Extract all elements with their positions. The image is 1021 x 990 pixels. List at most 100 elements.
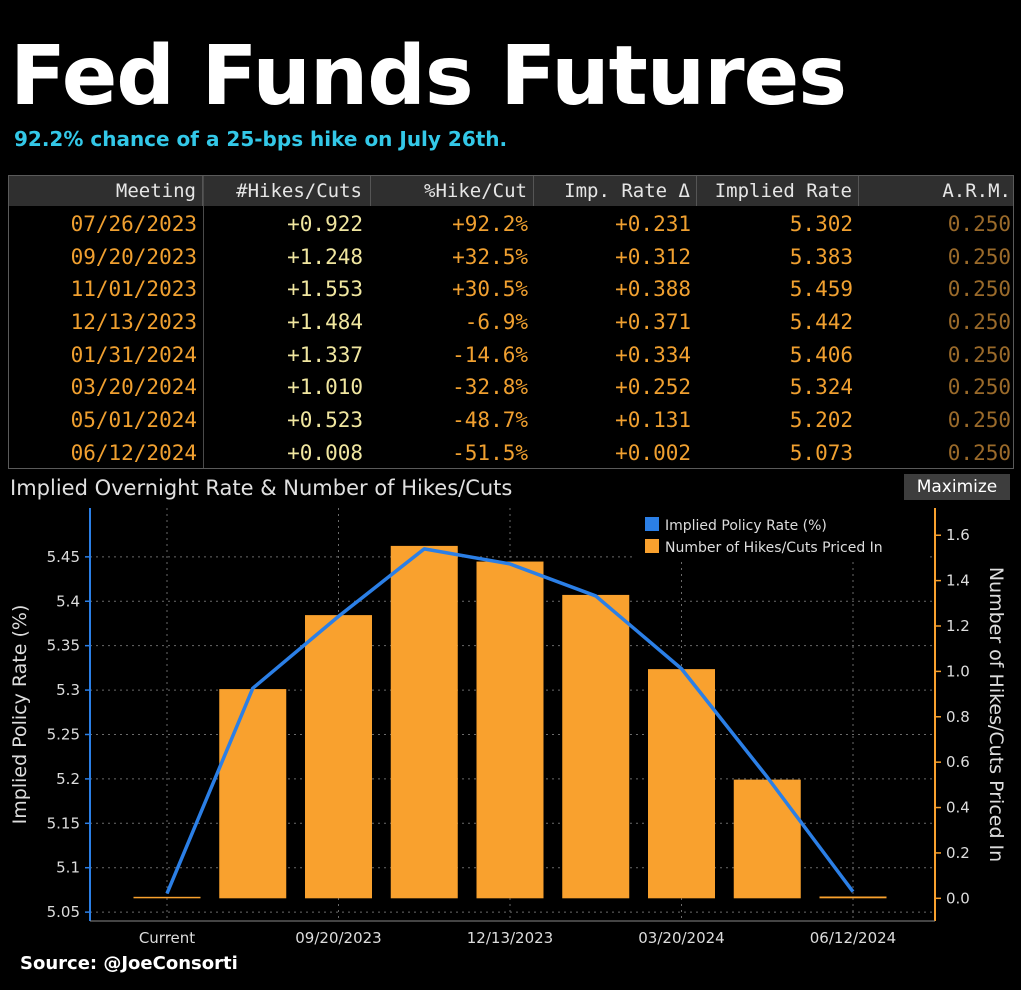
bar: [562, 594, 630, 899]
table-row[interactable]: 07/26/2023 +0.922 +92.2% +0.231 5.302 0.250: [9, 208, 1013, 241]
y-tick-label: 5.15: [47, 814, 80, 832]
chart-title: Implied Overnight Rate & Number of Hikes…: [10, 476, 513, 500]
table-row[interactable]: 06/12/2024 +0.008 -51.5% +0.002 5.073 0.250: [9, 437, 1013, 470]
cell-implied-rate: 5.324: [789, 375, 853, 400]
y-tick-label: 5.45: [47, 548, 80, 566]
cell-hikes-cuts: +0.523: [287, 408, 363, 433]
table-row[interactable]: 01/31/2024 +1.337 -14.6% +0.334 5.406 0.250: [9, 339, 1013, 372]
cell-imp-rate-delta: +0.334: [615, 342, 691, 367]
y2-tick-label: 1.2: [946, 617, 970, 635]
bar: [133, 896, 201, 899]
cell-implied-rate: 5.302: [789, 212, 853, 236]
y2-tick-label: 0.8: [946, 708, 970, 726]
legend-box: [633, 508, 929, 560]
x-tick-label: 06/12/2024: [810, 929, 896, 947]
cell-imp-rate-delta: +0.371: [615, 310, 691, 335]
cell-meeting: 05/01/2024: [70, 408, 197, 433]
cell-imp-rate-delta: +0.312: [615, 244, 691, 269]
cell-hikes-cuts: +1.010: [287, 375, 363, 400]
cell-implied-rate: 5.442: [789, 310, 853, 335]
cell-implied-rate: 5.073: [789, 440, 853, 465]
legend-label-rate: Implied Policy Rate (%): [665, 518, 827, 534]
cell-imp-rate-delta: +0.002: [615, 440, 691, 465]
cell-meeting: 09/20/2023: [70, 244, 197, 269]
bar: [305, 615, 372, 899]
cell-implied-rate: 5.406: [789, 342, 853, 367]
cell-hikes-cuts: +1.337: [287, 342, 363, 367]
cell-imp-rate-delta: +0.252: [615, 375, 691, 400]
cell-imp-rate-delta: +0.131: [615, 408, 691, 433]
cell-arm: 0.250: [947, 408, 1011, 433]
y-tick-label: 5.4: [56, 592, 80, 610]
table-row[interactable]: 09/20/2023 +1.248 +32.5% +0.312 5.383 0.250: [9, 241, 1013, 274]
y2-tick-label: 1.6: [946, 526, 970, 544]
source-credit: Source: @JoeConsorti: [20, 953, 238, 974]
cell-implied-rate: 5.459: [789, 277, 853, 302]
y-tick-label: 5.2: [56, 770, 80, 788]
column-header-arm[interactable]: A.R.M.: [942, 180, 1011, 202]
y-tick-label: 5.35: [47, 637, 80, 655]
cell-arm: 0.250: [947, 212, 1011, 236]
y-tick-label: 5.3: [56, 681, 80, 699]
legend-swatch-line: [645, 517, 659, 531]
y2-tick-label: 1.4: [946, 572, 970, 590]
cell-pct-hike-cut: +32.5%: [452, 244, 528, 269]
table-row[interactable]: 05/01/2024 +0.523 -48.7% +0.131 5.202 0.250: [9, 404, 1013, 437]
table-header: Meeting #Hikes/Cuts %Hike/Cut Imp. Rate …: [9, 176, 1013, 206]
cell-meeting: 12/13/2023: [70, 310, 197, 335]
cell-meeting: 07/26/2023: [70, 212, 197, 236]
cell-hikes-cuts: +0.008: [287, 440, 363, 465]
x-tick-label: Current: [139, 929, 195, 947]
table-row[interactable]: 03/20/2024 +1.010 -32.8% +0.252 5.324 0.250: [9, 371, 1013, 404]
y-axis-title: Implied Policy Rate (%): [9, 605, 31, 825]
cell-arm: 0.250: [947, 244, 1011, 269]
cell-hikes-cuts: +0.922: [287, 212, 363, 236]
cell-hikes-cuts: +1.248: [287, 244, 363, 269]
y-tick-label: 5.1: [56, 859, 80, 877]
column-divider: [203, 176, 204, 468]
cell-arm: 0.250: [947, 440, 1011, 465]
x-tick-label: 03/20/2024: [638, 929, 724, 947]
bar: [648, 669, 715, 899]
column-header-meeting[interactable]: Meeting: [9, 176, 203, 206]
bar: [390, 545, 458, 899]
cell-meeting: 01/31/2024: [70, 342, 197, 367]
bar: [219, 689, 287, 899]
cell-pct-hike-cut: -51.5%: [452, 440, 528, 465]
cell-pct-hike-cut: -48.7%: [452, 408, 528, 433]
column-header-imp-rate-delta[interactable]: Imp. Rate Δ: [534, 176, 697, 206]
column-header-hikes-cuts[interactable]: #Hikes/Cuts: [203, 176, 371, 206]
implied-rate-chart: 5.05 5.1 5.15 5.2 5.25 5.3 5.35 5.4 5.45 0.0 0.2 0.…: [9, 508, 1007, 947]
series-line: [165, 547, 855, 895]
bar: [819, 896, 887, 899]
page-title: Fed Funds Futures: [10, 29, 847, 124]
cell-pct-hike-cut: -32.8%: [452, 375, 528, 400]
y2-tick-label: 0.2: [946, 844, 970, 862]
table-body: 07/26/2023 +0.922 +92.2% +0.231 5.302 0.250 09…: [9, 208, 1013, 470]
legend-swatch-bar: [645, 539, 659, 553]
table-row[interactable]: 12/13/2023 +1.484 -6.9% +0.371 5.442 0.250: [9, 306, 1013, 339]
y2-axis-title: Number of Hikes/Cuts Priced In: [985, 567, 1007, 862]
cell-hikes-cuts: +1.553: [287, 277, 363, 302]
column-header-implied-rate[interactable]: Implied Rate: [697, 176, 859, 206]
cell-hikes-cuts: +1.484: [287, 310, 363, 335]
y-tick-label: 5.05: [47, 903, 80, 921]
cell-imp-rate-delta: +0.388: [615, 277, 691, 302]
cell-meeting: 06/12/2024: [70, 440, 197, 465]
cell-implied-rate: 5.202: [789, 408, 853, 433]
bar: [733, 779, 801, 899]
column-header-pct-hike-cut[interactable]: %Hike/Cut: [371, 176, 534, 206]
y-tick-label: 5.25: [47, 725, 80, 743]
cell-imp-rate-delta: +0.231: [615, 212, 691, 236]
x-tick-label: 12/13/2023: [467, 929, 553, 947]
cell-implied-rate: 5.383: [789, 244, 853, 269]
futures-table: Meeting #Hikes/Cuts %Hike/Cut Imp. Rate …: [8, 175, 1014, 469]
maximize-button[interactable]: Maximize: [904, 474, 1010, 500]
cell-arm: 0.250: [947, 277, 1011, 302]
cell-pct-hike-cut: -6.9%: [464, 310, 528, 335]
legend-label-hikes: Number of Hikes/Cuts Priced In: [665, 540, 883, 556]
page-subtitle: 92.2% chance of a 25-bps hike on July 26…: [14, 127, 508, 151]
table-row[interactable]: 11/01/2023 +1.553 +30.5% +0.388 5.459 0.250: [9, 273, 1013, 306]
cell-meeting: 11/01/2023: [70, 277, 197, 302]
y2-tick-label: 0.4: [946, 799, 970, 817]
